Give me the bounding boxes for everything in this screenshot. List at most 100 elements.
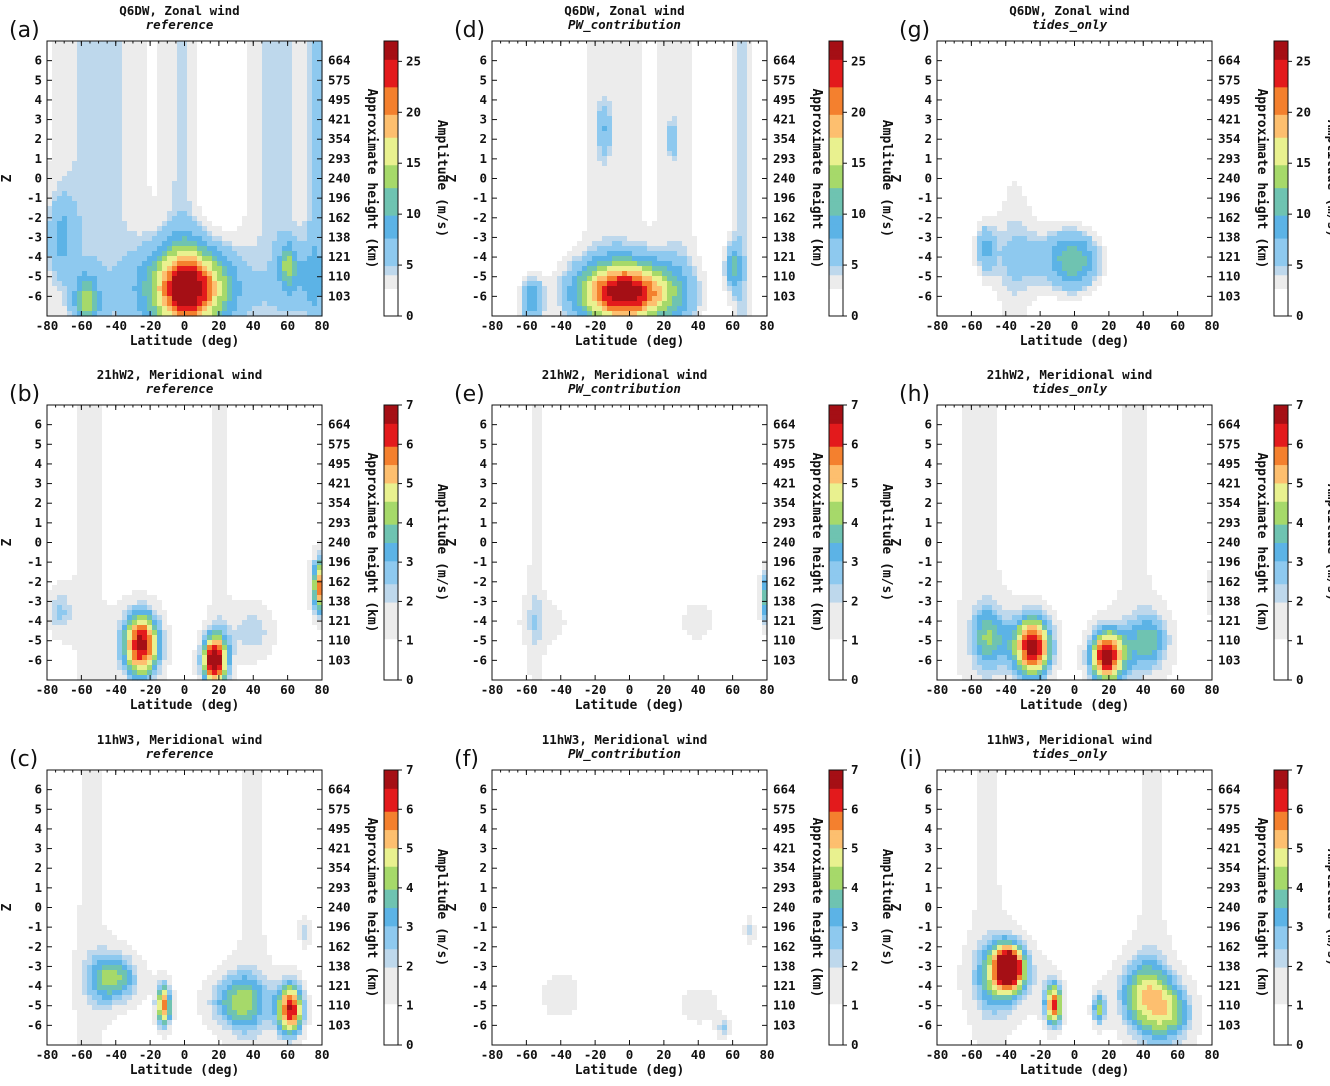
heatmap-cell xyxy=(202,625,208,631)
heatmap-cell xyxy=(192,201,198,207)
heatmap-cell xyxy=(82,495,88,501)
heatmap-cell xyxy=(122,131,128,137)
heatmap-cell xyxy=(177,645,183,651)
heatmap-cell xyxy=(172,71,178,77)
heatmap-cell xyxy=(57,81,63,87)
heatmap-cell xyxy=(302,161,308,167)
heatmap-cell xyxy=(72,605,78,611)
heatmap-cell xyxy=(187,555,193,561)
heatmap-cell xyxy=(62,505,68,511)
heatmap-cell xyxy=(212,286,218,292)
heatmap-cell xyxy=(92,630,98,636)
heatmap-cell xyxy=(252,71,258,77)
heatmap-cell xyxy=(207,281,213,287)
heatmap-cell xyxy=(197,126,203,132)
heatmap-cell xyxy=(197,615,203,621)
heatmap-cell xyxy=(117,535,123,541)
heatmap-cell xyxy=(242,76,248,82)
colorbar-segment xyxy=(384,297,398,303)
heatmap-cell xyxy=(252,286,258,292)
heatmap-cell xyxy=(87,420,93,426)
heatmap-cell xyxy=(92,291,98,297)
heatmap-cell xyxy=(102,495,108,501)
heatmap-cell xyxy=(192,605,198,611)
heatmap-cell xyxy=(172,495,178,501)
heatmap-cell xyxy=(207,306,213,312)
heatmap-cell xyxy=(147,615,153,621)
heatmap-cell xyxy=(227,41,233,47)
heatmap-cell xyxy=(197,221,203,227)
heatmap-cell xyxy=(232,101,238,107)
heatmap-cell xyxy=(82,440,88,446)
heatmap-cell xyxy=(252,91,258,97)
heatmap-cell xyxy=(72,216,78,222)
heatmap-cell xyxy=(237,151,243,157)
heatmap-cell xyxy=(277,136,283,142)
heatmap-cell xyxy=(232,251,238,257)
heatmap-cell xyxy=(267,311,273,317)
heatmap-cell xyxy=(52,420,58,426)
heatmap-cell xyxy=(182,266,188,272)
heatmap-cell xyxy=(207,226,213,232)
heatmap-cell xyxy=(87,106,93,112)
heatmap-cell xyxy=(102,156,108,162)
heatmap-cell xyxy=(77,301,83,307)
heatmap-cell xyxy=(312,111,318,117)
z-tick-label: 3 xyxy=(34,112,42,127)
heatmap-cell xyxy=(167,81,173,87)
heatmap-cell xyxy=(217,216,223,222)
heatmap-cell xyxy=(177,251,183,257)
heatmap-cell xyxy=(237,96,243,102)
heatmap-cell xyxy=(82,41,88,47)
heatmap-cell xyxy=(127,555,133,561)
heatmap-cell xyxy=(87,480,93,486)
heatmap-cell xyxy=(72,590,78,596)
heatmap-cell xyxy=(112,435,118,441)
heatmap-cell xyxy=(297,166,303,172)
heatmap-cell xyxy=(57,655,63,661)
heatmap-cell xyxy=(47,196,53,202)
heatmap-cell xyxy=(167,495,173,501)
heatmap-cell xyxy=(157,475,163,481)
heatmap-cell xyxy=(97,91,103,97)
heatmap-cell xyxy=(112,171,118,177)
heatmap-cell xyxy=(92,570,98,576)
heatmap-cell xyxy=(187,550,193,556)
heatmap-cell xyxy=(57,166,63,172)
heatmap-cell xyxy=(112,450,118,456)
heatmap-cell xyxy=(202,281,208,287)
heatmap-cell xyxy=(67,96,73,102)
heatmap-cell xyxy=(167,465,173,471)
heatmap-cell xyxy=(217,291,223,297)
heatmap-cell xyxy=(97,425,103,431)
heatmap-cell xyxy=(77,485,83,491)
heatmap-cell xyxy=(272,166,278,172)
heatmap-cell xyxy=(57,610,63,616)
heatmap-cell xyxy=(172,96,178,102)
heatmap-cell xyxy=(147,281,153,287)
heatmap-cell xyxy=(302,101,308,107)
heatmap-cell xyxy=(147,435,153,441)
heatmap-cell xyxy=(122,520,128,526)
heatmap-cell xyxy=(102,460,108,466)
heatmap-cell xyxy=(297,86,303,92)
heatmap-cell xyxy=(312,266,318,272)
heatmap-cell xyxy=(202,485,208,491)
heatmap-cell xyxy=(87,500,93,506)
heatmap-cell xyxy=(82,276,88,282)
heatmap-cell xyxy=(57,500,63,506)
heatmap-cell xyxy=(112,605,118,611)
heatmap-cell xyxy=(267,161,273,167)
heatmap-cell xyxy=(297,256,303,262)
heatmap-cell xyxy=(177,161,183,167)
heatmap-cell xyxy=(242,46,248,52)
heatmap-cell xyxy=(82,91,88,97)
heatmap-cell xyxy=(207,470,213,476)
heatmap-cell xyxy=(282,181,288,187)
heatmap-cell xyxy=(307,261,313,267)
heatmap-cell xyxy=(302,111,308,117)
heatmap-cell xyxy=(57,665,63,671)
heatmap-cell xyxy=(132,151,138,157)
heatmap-cell xyxy=(187,101,193,107)
heatmap-cell xyxy=(147,625,153,631)
